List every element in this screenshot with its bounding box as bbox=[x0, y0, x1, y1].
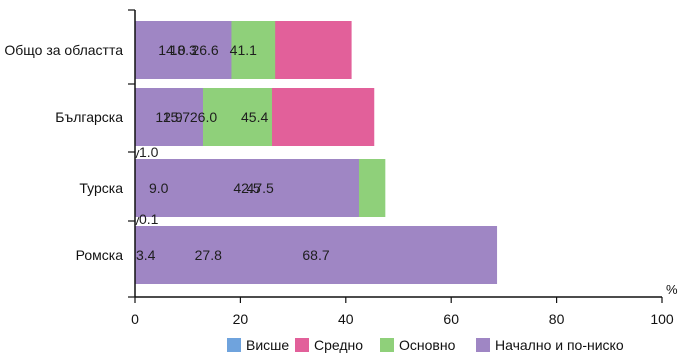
bars-group bbox=[135, 21, 498, 284]
category-label: Общо за областта bbox=[4, 42, 123, 58]
data-label: 12.9 bbox=[155, 109, 182, 125]
leader-line bbox=[135, 216, 140, 226]
legend-swatch bbox=[380, 338, 394, 352]
category-label: Българска bbox=[55, 109, 123, 125]
category-label: Турска bbox=[79, 180, 123, 196]
x-unit-label: % bbox=[666, 282, 678, 297]
bar-segment bbox=[135, 88, 203, 146]
data-labels-group: 14.0 41.1 26.618.3 15.7 45.4 26.0 12.9 1.0 9.0 47… bbox=[135, 42, 330, 263]
axes-group: Общо за областта Българска Турска Ромска 0 20… bbox=[4, 9, 678, 327]
legend-swatch bbox=[295, 338, 309, 352]
x-tick-label: 0 bbox=[131, 311, 139, 327]
data-label: 26.6 bbox=[191, 42, 218, 58]
data-label: 68.7 bbox=[302, 247, 329, 263]
legend: Висше Средно Основно Начално и по-ниско bbox=[227, 337, 624, 353]
x-tick-label: 100 bbox=[650, 311, 674, 327]
legend-swatch bbox=[476, 338, 490, 352]
category-label: Ромска bbox=[76, 247, 124, 263]
data-label: 26.0 bbox=[190, 109, 217, 125]
bar-segment bbox=[135, 21, 232, 79]
data-label: 3.4 bbox=[136, 247, 156, 263]
x-tick-label: 60 bbox=[443, 311, 459, 327]
x-tick-label: 40 bbox=[338, 311, 354, 327]
data-label: 45.4 bbox=[241, 109, 268, 125]
legend-swatch bbox=[227, 338, 241, 352]
data-label: 27.8 bbox=[195, 247, 222, 263]
legend-label: Средно bbox=[314, 337, 363, 353]
data-label: 18.3 bbox=[170, 42, 197, 58]
data-label: 14.0 bbox=[158, 42, 185, 58]
data-label: 1.0 bbox=[139, 144, 159, 160]
data-label: 0.1 bbox=[139, 211, 159, 227]
data-label: 41.1 bbox=[230, 42, 257, 58]
x-tick-label: 20 bbox=[233, 311, 249, 327]
data-label: 47.5 bbox=[247, 180, 274, 196]
legend-label: Основно bbox=[399, 337, 456, 353]
bar-segment bbox=[135, 226, 498, 284]
legend-label: Начално и по-ниско bbox=[495, 337, 624, 353]
legend-label: Висше bbox=[246, 337, 289, 353]
x-tick-label: 80 bbox=[549, 311, 565, 327]
data-label: 9.0 bbox=[149, 180, 169, 196]
data-label: 15.7 bbox=[163, 109, 190, 125]
data-label: 42.5 bbox=[233, 180, 260, 196]
bar-segment bbox=[135, 159, 359, 217]
leader-line bbox=[135, 149, 140, 159]
